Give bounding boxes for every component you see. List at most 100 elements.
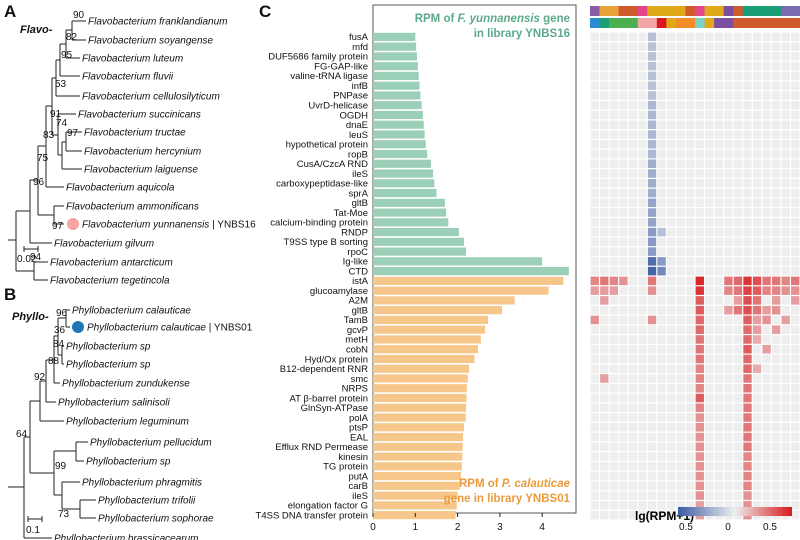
heatmap-cell — [733, 188, 743, 198]
heatmap-cell — [705, 442, 714, 452]
heatmap-cell — [714, 71, 724, 81]
heatmap-cell — [609, 179, 619, 188]
bar — [373, 188, 437, 198]
tree-b-taxa: Phyllobacterium calauticae Phyllobacteriu… — [54, 306, 253, 540]
heatmap-cell — [714, 61, 724, 71]
heatmap-cell — [590, 179, 599, 188]
heatmap-cell — [695, 403, 704, 413]
heatmap-annotation-top — [647, 6, 658, 16]
heatmap-cell — [590, 32, 599, 42]
gene-label: OGDH — [340, 110, 369, 121]
heatmap-cell — [638, 130, 647, 139]
heatmap-cell — [771, 227, 781, 237]
heatmap-cell — [676, 452, 685, 461]
heatmap-cell — [619, 237, 628, 247]
gene-label: T4SS DNA transfer protein — [256, 510, 368, 521]
heatmap-cell — [638, 481, 647, 491]
heatmap-cell — [781, 393, 790, 403]
bar — [373, 286, 549, 295]
heatmap-cell — [647, 364, 657, 373]
heatmap-cell — [771, 491, 781, 500]
heatmap-cell — [714, 139, 724, 149]
heatmap-cell — [628, 335, 638, 344]
heatmap-cell — [619, 462, 628, 471]
heatmap-cell — [695, 383, 704, 393]
gene-label: ileS — [352, 491, 368, 502]
heatmap-cell — [638, 100, 647, 110]
panel-label-b: B — [4, 285, 16, 304]
heatmap-cell — [705, 169, 714, 178]
heatmap-cell — [762, 52, 771, 61]
heatmap-annotation-top — [599, 6, 610, 16]
heatmap-cell — [705, 71, 714, 81]
gene-label: ptsP — [349, 423, 368, 434]
heatmap-cell — [762, 91, 771, 100]
heatmap-cell — [762, 383, 771, 393]
tree-b-bootstrap-value: 84 — [53, 339, 65, 350]
heatmap-cell — [619, 208, 628, 217]
heatmap-cell — [705, 403, 714, 413]
heatmap-cell — [686, 81, 695, 90]
heatmap-cell — [609, 237, 619, 247]
heatmap-cell — [733, 208, 743, 217]
heatmap-cell — [638, 315, 647, 325]
heatmap-cell — [771, 159, 781, 169]
heatmap-cell — [771, 218, 781, 227]
heatmap-cell — [686, 335, 695, 344]
gene-label: elongation factor G — [288, 501, 368, 512]
heatmap-cell — [647, 120, 657, 129]
heatmap-cell — [638, 501, 647, 510]
heatmap-cell — [686, 462, 695, 471]
heatmap-cell — [724, 442, 733, 452]
heatmap-cell — [791, 286, 800, 295]
heatmap-cell — [791, 149, 800, 159]
tree-b-branch — [53, 450, 76, 496]
heatmap-cell — [791, 335, 800, 344]
heatmap-cell — [781, 471, 790, 481]
heatmap-cell — [590, 462, 599, 471]
heatmap-cell — [791, 110, 800, 120]
bar — [373, 403, 467, 412]
heatmap-cell — [619, 383, 628, 393]
heatmap-cell — [781, 32, 790, 42]
heatmap-cell — [638, 393, 647, 403]
heatmap-cell — [705, 139, 714, 149]
heatmap-cell — [724, 61, 733, 71]
heatmap-cell — [600, 110, 609, 120]
heatmap-cell — [752, 374, 762, 383]
heatmap-cell — [647, 276, 657, 286]
heatmap-cell — [743, 71, 752, 81]
heatmap-cell — [686, 325, 695, 334]
heatmap-cell — [600, 247, 609, 256]
heatmap-cell — [638, 218, 647, 227]
heatmap-cell — [609, 374, 619, 383]
heatmap-cell — [771, 452, 781, 461]
heatmap-cell — [781, 452, 790, 461]
heatmap-cell — [657, 237, 666, 247]
heatmap-cell — [714, 179, 724, 188]
heatmap-cell — [695, 257, 704, 266]
heatmap-cell — [609, 442, 619, 452]
heatmap-cell — [686, 257, 695, 266]
heatmap-cell — [705, 159, 714, 169]
heatmap-annotation-bottom — [590, 18, 600, 28]
heatmap-cell — [705, 247, 714, 256]
heatmap-cell — [590, 364, 599, 373]
heatmap-cell — [752, 130, 762, 139]
heatmap-cell — [676, 91, 685, 100]
heatmap-cell — [609, 413, 619, 422]
heatmap-cell — [791, 61, 800, 71]
heatmap-cell — [752, 198, 762, 208]
heatmap-cell — [600, 393, 609, 403]
heatmap-cell — [638, 335, 647, 344]
heatmap-cell — [619, 100, 628, 110]
heatmap-cell — [619, 315, 628, 325]
heatmap-cell — [724, 364, 733, 373]
heatmap-cell — [600, 179, 609, 188]
heatmap-cell — [781, 120, 790, 129]
heatmap-cell — [609, 130, 619, 139]
heatmap-cell — [714, 335, 724, 344]
heatmap-cell — [791, 32, 800, 42]
heatmap-cell — [762, 442, 771, 452]
heatmap-cell — [762, 130, 771, 139]
